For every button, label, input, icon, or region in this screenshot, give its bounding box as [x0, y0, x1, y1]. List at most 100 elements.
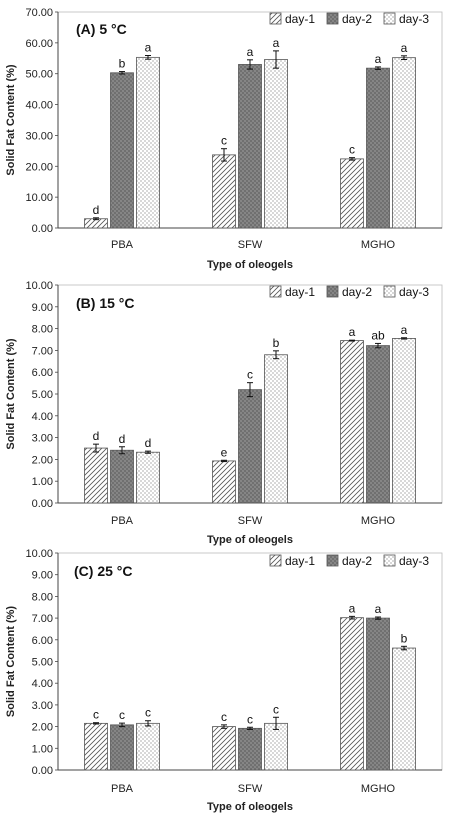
bar-day-3: [136, 722, 160, 771]
significance-letter: c: [247, 368, 253, 382]
y-tick-label: 1.00: [32, 743, 53, 755]
significance-letter: a: [247, 45, 254, 59]
y-tick-label: 40.00: [25, 100, 53, 112]
legend-label: day-3: [399, 554, 429, 568]
bar-day-1: [212, 154, 236, 229]
y-tick-label: 3.00: [32, 433, 53, 445]
x-tick-label: SFW: [238, 515, 263, 527]
y-tick-label: 7.00: [32, 613, 53, 625]
legend-swatch: [326, 554, 339, 567]
legend-swatch: [383, 285, 396, 298]
significance-letter: ab: [371, 328, 385, 342]
significance-letter: d: [93, 203, 100, 217]
panel-title: (A) 5 °C: [76, 21, 127, 37]
x-tick-label: MGHO: [361, 783, 396, 795]
y-tick-label: 60.00: [25, 38, 53, 50]
chart-panel-3: 0.00 1.00 2.00 3.00 4.00 5.00 6.00 7.00 8.00 9.00…: [5, 548, 443, 813]
chart-panel-1: 0.00 10.00 20.00 30.00 40.00 50.00 60.00 70.00 P…: [5, 7, 443, 271]
x-tick-label: SFW: [238, 783, 263, 795]
significance-letter: c: [93, 708, 99, 722]
bar-day-3: [264, 59, 288, 229]
y-tick-label: 3.00: [32, 700, 53, 712]
significance-letter: c: [221, 710, 227, 724]
y-tick-label: 10.00: [25, 192, 53, 204]
significance-letter: b: [401, 631, 408, 645]
y-tick-label: 6.00: [32, 367, 53, 379]
y-tick-label: 8.00: [32, 591, 53, 603]
bar-day-1: [212, 726, 236, 771]
significance-letter: a: [401, 41, 408, 55]
x-tick-label: MGHO: [361, 515, 396, 527]
significance-letter: c: [145, 706, 151, 720]
y-axis-title: Solid Fat Content (%): [5, 338, 17, 450]
bar-day-2: [110, 72, 134, 229]
y-tick-label: 30.00: [25, 130, 53, 142]
significance-letter: c: [349, 143, 355, 157]
significance-letter: a: [273, 36, 280, 50]
legend-label: day-1: [285, 285, 315, 299]
x-axis-title: Type of oleogels: [207, 801, 293, 813]
y-tick-label: 0.00: [32, 498, 53, 510]
legend-swatch: [269, 12, 282, 25]
y-tick-label: 0.00: [32, 223, 53, 235]
significance-letter: e: [221, 445, 228, 459]
y-tick-label: 10.00: [25, 280, 53, 292]
bar-day-1: [84, 722, 108, 771]
y-tick-label: 1.00: [32, 476, 53, 488]
bar-day-1: [340, 617, 364, 771]
y-tick-label: 5.00: [32, 657, 53, 669]
bar-day-2: [366, 345, 390, 504]
y-tick-label: 5.00: [32, 389, 53, 401]
bar-day-3: [392, 57, 416, 229]
y-axis-title: Solid Fat Content (%): [5, 606, 17, 718]
panel-title: (C) 25 °C: [74, 563, 133, 579]
significance-letter: a: [349, 601, 356, 615]
y-tick-label: 10.00: [25, 548, 53, 560]
y-tick-label: 9.00: [32, 302, 53, 314]
x-axis-title: Type of oleogels: [207, 259, 293, 271]
y-tick-label: 4.00: [32, 678, 53, 690]
y-tick-label: 0.00: [32, 765, 53, 777]
legend-swatch: [326, 285, 339, 298]
bar-day-2: [366, 67, 390, 229]
bar-day-2: [238, 727, 262, 771]
significance-letter: c: [119, 708, 125, 722]
legend-swatch: [269, 554, 282, 567]
x-tick-label: PBA: [111, 239, 134, 251]
significance-letter: a: [375, 52, 382, 66]
y-tick-label: 2.00: [32, 722, 53, 734]
bar-day-1: [340, 158, 364, 229]
significance-letter: c: [273, 702, 279, 716]
legend-swatch: [383, 554, 396, 567]
significance-letter: c: [247, 712, 253, 726]
x-tick-label: SFW: [238, 239, 263, 251]
significance-letter: b: [273, 336, 280, 350]
y-tick-label: 70.00: [25, 7, 53, 19]
x-tick-label: PBA: [111, 783, 134, 795]
significance-letter: a: [401, 323, 408, 337]
y-tick-label: 20.00: [25, 161, 53, 173]
significance-letter: d: [119, 432, 126, 446]
significance-letter: d: [145, 436, 152, 450]
legend-label: day-2: [342, 12, 372, 26]
y-tick-label: 6.00: [32, 635, 53, 647]
y-tick-label: 4.00: [32, 411, 53, 423]
bar-day-3: [264, 354, 288, 504]
significance-letter: d: [93, 429, 100, 443]
bar-day-2: [110, 724, 134, 771]
x-tick-label: PBA: [111, 515, 134, 527]
legend-label: day-1: [285, 554, 315, 568]
chart-panel-2: 0.00 1.00 2.00 3.00 4.00 5.00 6.00 7.00 8.00 9.00…: [5, 280, 443, 546]
bar-day-3: [392, 647, 416, 771]
significance-letter: b: [119, 57, 126, 71]
x-axis-title: Type of oleogels: [207, 534, 293, 546]
legend-label: day-2: [342, 554, 372, 568]
significance-letter: a: [375, 602, 382, 616]
y-tick-label: 50.00: [25, 69, 53, 81]
legend-label: day-3: [399, 12, 429, 26]
legend-swatch: [383, 12, 396, 25]
bar-day-1: [84, 447, 108, 504]
y-tick-label: 9.00: [32, 570, 53, 582]
x-tick-label: MGHO: [361, 239, 396, 251]
